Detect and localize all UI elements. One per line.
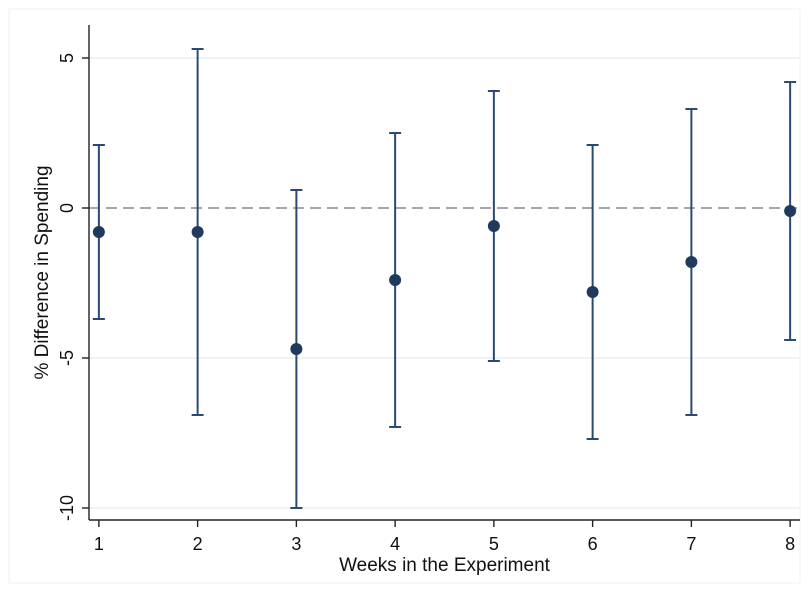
y-tick-label: 5 bbox=[57, 53, 77, 63]
y-tick-label: -5 bbox=[57, 350, 77, 366]
x-tick-label: 2 bbox=[193, 534, 203, 554]
grid-lines bbox=[89, 57, 800, 509]
x-tick-label: 1 bbox=[94, 534, 104, 554]
point-markers bbox=[92, 205, 797, 355]
y-axis-ticks: -10 -5 0 5 bbox=[57, 53, 89, 521]
x-tick-label: 5 bbox=[489, 534, 499, 554]
data-point bbox=[784, 205, 797, 217]
x-tick-label: 3 bbox=[291, 534, 301, 554]
x-axis-title: Weeks in the Experiment bbox=[339, 555, 551, 576]
data-point bbox=[92, 226, 105, 238]
x-tick-label: 8 bbox=[785, 534, 795, 554]
y-axis-title: % Difference in Spending bbox=[32, 165, 53, 379]
data-point bbox=[290, 343, 303, 355]
x-axis-ticks: 1 2 3 4 5 6 7 8 bbox=[94, 520, 795, 554]
data-point bbox=[487, 220, 500, 232]
y-tick-label: 0 bbox=[57, 203, 77, 213]
plot-frame bbox=[8, 8, 801, 584]
x-tick-label: 6 bbox=[588, 534, 598, 554]
y-tick-label: -10 bbox=[57, 495, 77, 521]
x-tick-label: 4 bbox=[390, 534, 400, 554]
x-tick-label: 7 bbox=[686, 534, 696, 554]
data-point bbox=[191, 226, 204, 238]
data-point bbox=[586, 286, 599, 298]
data-point bbox=[685, 256, 698, 268]
data-point bbox=[389, 274, 402, 286]
